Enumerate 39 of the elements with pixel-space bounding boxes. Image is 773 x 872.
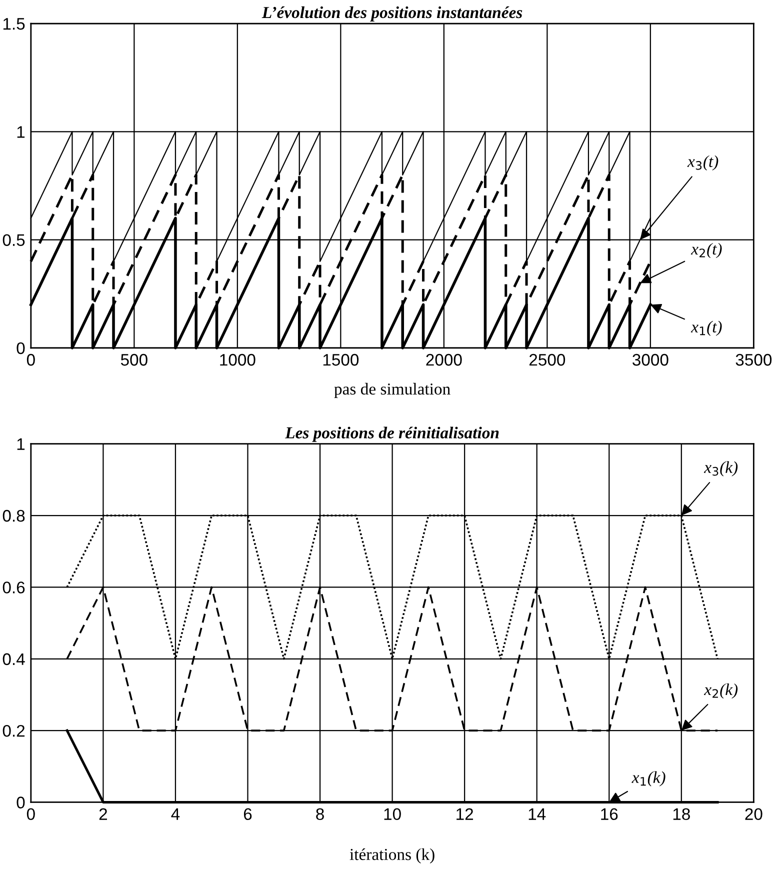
x-axis-title: pas de simulation <box>334 382 450 398</box>
x-tick-label: 6 <box>244 808 252 820</box>
text: x$_{3}$(t) <box>687 155 718 170</box>
x-tick-label: 1000 <box>220 354 256 366</box>
x-tick-label: 20 <box>745 808 762 820</box>
x-tick-label: 0 <box>26 354 35 366</box>
y-tick-label: 1 <box>17 438 25 450</box>
x-tick-label: 2000 <box>426 354 462 366</box>
y-tick-label: 0 <box>16 796 25 808</box>
x-tick-label: 2 <box>99 808 107 820</box>
y-tick-label: 1.5 <box>3 18 25 30</box>
y-tick-label: 0 <box>16 342 25 354</box>
y-tick-label: 0.5 <box>2 234 25 246</box>
x-tick-label: 8 <box>316 808 324 820</box>
x-tick-label: 500 <box>120 354 148 366</box>
chart-title: L’évolution des positions instantanées <box>262 6 522 22</box>
series-label: x$_{1}$(k) <box>632 771 666 786</box>
text: x$_{3}$(k) <box>704 461 738 476</box>
text: x$_{1}$(t) <box>690 320 722 336</box>
x-tick-label: 3500 <box>736 354 772 366</box>
x-tick-label: 2500 <box>529 354 566 366</box>
y-tick-label: 0.2 <box>2 724 25 737</box>
series-label: x$_{2}$(k) <box>704 683 738 699</box>
x-tick-label: 3000 <box>632 354 668 366</box>
y-tick-label: 1 <box>17 126 25 138</box>
text: x$_{2}$(t) <box>690 242 722 258</box>
x-tick-label: 14 <box>528 808 546 820</box>
x-tick-label: 0 <box>26 808 35 820</box>
y-tick-label: 0.4 <box>2 653 25 666</box>
x-tick-label: 1500 <box>323 354 359 366</box>
y-tick-label: 0.6 <box>2 582 25 594</box>
chart-title: Les positions de réinitialisation <box>284 426 499 442</box>
x-tick-label: 16 <box>601 808 618 820</box>
y-tick-label: 0.8 <box>2 510 25 522</box>
x-tick-label: 12 <box>456 808 474 820</box>
x-axis-title: itérations (k) <box>350 848 434 864</box>
x-tick-label: 10 <box>384 808 401 820</box>
x-tick-label: 4 <box>171 808 180 820</box>
x-tick-label: 18 <box>673 808 690 820</box>
